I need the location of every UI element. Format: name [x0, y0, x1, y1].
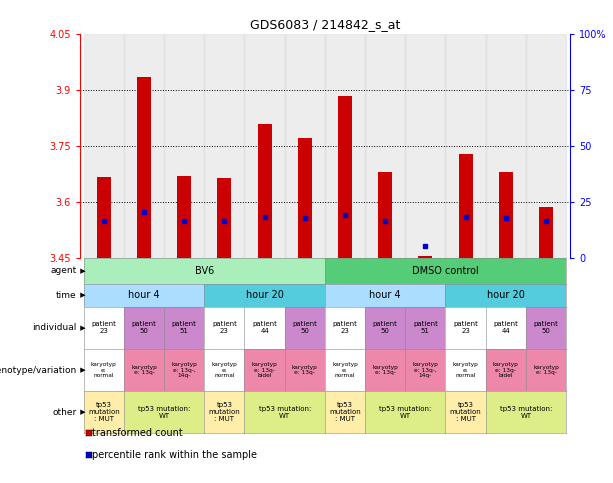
Title: GDS6083 / 214842_s_at: GDS6083 / 214842_s_at	[249, 18, 400, 31]
Text: patient
51: patient 51	[413, 321, 438, 334]
Text: karyotyp
e: 13q-: karyotyp e: 13q-	[533, 365, 559, 375]
Bar	[405, 34, 446, 257]
Text: tp53 mutation:
WT: tp53 mutation: WT	[138, 406, 190, 419]
Text: karyotyp
e:
normal: karyotyp e: normal	[452, 362, 479, 378]
Bar	[338, 97, 352, 257]
Text: other: other	[52, 408, 77, 417]
Bar	[485, 34, 526, 257]
Text: patient
50: patient 50	[132, 321, 156, 334]
Bar	[245, 34, 284, 257]
Bar	[446, 34, 485, 257]
Text: karyotyp
e: 13q-
bidel: karyotyp e: 13q- bidel	[493, 362, 519, 378]
Text: DMSO control: DMSO control	[412, 266, 479, 276]
Text: ▶: ▶	[78, 292, 85, 298]
Text: karyotyp
e:
normal: karyotyp e: normal	[91, 362, 116, 378]
Text: ▶: ▶	[78, 367, 85, 373]
Text: patient
44: patient 44	[493, 321, 518, 334]
Text: patient
23: patient 23	[453, 321, 478, 334]
Text: hour 20: hour 20	[487, 290, 525, 300]
Bar	[177, 176, 191, 257]
Text: patient
50: patient 50	[373, 321, 398, 334]
Text: tp53
mutation
: MUT: tp53 mutation : MUT	[329, 402, 361, 422]
Text: karyotyp
e: 13q-: karyotyp e: 13q-	[292, 365, 318, 375]
Text: individual: individual	[32, 324, 77, 332]
Text: BV6: BV6	[195, 266, 214, 276]
Bar	[365, 34, 405, 257]
Bar	[257, 124, 272, 257]
Text: hour 4: hour 4	[128, 290, 160, 300]
Text: tp53 mutation:
WT: tp53 mutation: WT	[379, 406, 432, 419]
Text: patient
23: patient 23	[212, 321, 237, 334]
Text: transformed count: transformed count	[93, 428, 183, 439]
Text: tp53 mutation:
WT: tp53 mutation: WT	[259, 406, 311, 419]
Bar	[298, 138, 312, 257]
Text: karyotyp
e: 13q-: karyotyp e: 13q-	[372, 365, 398, 375]
Bar	[164, 34, 204, 257]
Text: tp53
mutation
: MUT: tp53 mutation : MUT	[208, 402, 240, 422]
Bar	[284, 34, 325, 257]
Text: patient
50: patient 50	[292, 321, 318, 334]
Text: karyotyp
e: 13q-,
14q-: karyotyp e: 13q-, 14q-	[171, 362, 197, 378]
Text: hour 4: hour 4	[370, 290, 401, 300]
Text: time: time	[56, 291, 77, 300]
Text: tp53
mutation
: MUT: tp53 mutation : MUT	[88, 402, 120, 422]
Text: patient
51: patient 51	[172, 321, 197, 334]
Bar	[499, 172, 513, 257]
Text: percentile rank within the sample: percentile rank within the sample	[93, 450, 257, 460]
Bar	[526, 34, 566, 257]
Bar	[325, 34, 365, 257]
Bar	[84, 34, 124, 257]
Bar	[378, 172, 392, 257]
Text: tp53 mutation:
WT: tp53 mutation: WT	[500, 406, 552, 419]
Text: agent: agent	[50, 266, 77, 275]
Bar	[124, 34, 164, 257]
Text: ▶: ▶	[78, 325, 85, 331]
Text: patient
50: patient 50	[533, 321, 558, 334]
Text: karyotyp
e:
normal: karyotyp e: normal	[211, 362, 237, 378]
Bar	[137, 77, 151, 257]
Text: karyotyp
e: 13q-: karyotyp e: 13q-	[131, 365, 157, 375]
Bar	[204, 34, 245, 257]
Bar	[418, 256, 432, 257]
Text: patient
23: patient 23	[91, 321, 116, 334]
Text: karyotyp
e: 13q-
bidel: karyotyp e: 13q- bidel	[252, 362, 278, 378]
Text: genotype/variation: genotype/variation	[0, 366, 77, 375]
Text: karyotyp
e: 13q-,
14q-: karyotyp e: 13q-, 14q-	[413, 362, 438, 378]
Text: patient
44: patient 44	[252, 321, 277, 334]
Text: hour 20: hour 20	[246, 290, 284, 300]
Text: ▶: ▶	[78, 268, 85, 274]
Text: karyotyp
e:
normal: karyotyp e: normal	[332, 362, 358, 378]
Bar	[539, 207, 553, 257]
Bar	[459, 154, 473, 257]
Text: tp53
mutation
: MUT: tp53 mutation : MUT	[450, 402, 481, 422]
Text: ▶: ▶	[78, 409, 85, 415]
Bar	[218, 178, 232, 257]
Text: patient
23: patient 23	[332, 321, 357, 334]
Bar	[97, 177, 111, 257]
